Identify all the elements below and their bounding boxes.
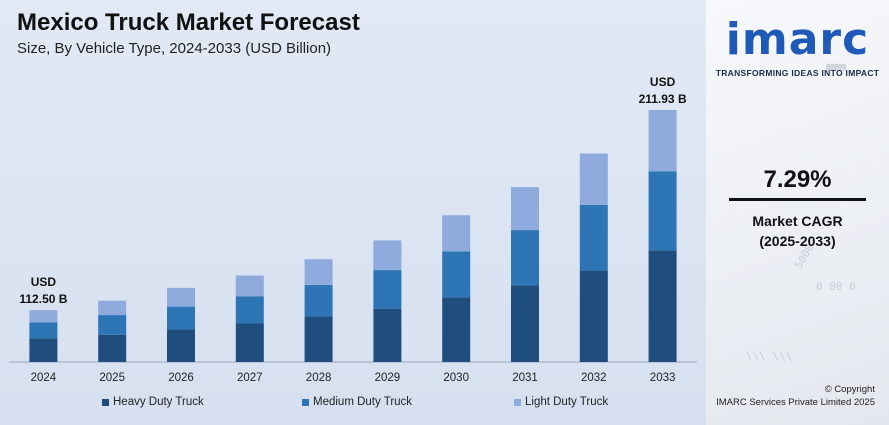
bar-segment-2028-0 xyxy=(304,316,333,362)
bar-segment-2025-2 xyxy=(98,300,127,316)
bar-segment-2025-1 xyxy=(98,315,127,335)
data-label-2033: USD xyxy=(650,75,676,89)
bar-segment-2024-1 xyxy=(29,322,58,339)
bar-segment-2029-0 xyxy=(373,308,402,362)
legend-label-light: Light Duty Truck xyxy=(525,396,609,408)
bar-segment-2028-1 xyxy=(304,284,333,317)
bar-segment-2025-0 xyxy=(98,334,127,362)
bar-segment-2030-0 xyxy=(442,297,471,362)
x-tick-label: 2028 xyxy=(306,372,332,384)
background-decoration: \\\ \\\ xyxy=(746,350,793,363)
legend-item-medium: Medium Duty Truck xyxy=(302,396,412,408)
legend-label-heavy: Heavy Duty Truck xyxy=(113,396,204,408)
bar-segment-2031-0 xyxy=(511,285,539,362)
logo-wordmark: imarc xyxy=(725,14,870,65)
bar-segment-2026-2 xyxy=(167,287,195,307)
bar-segment-2031-2 xyxy=(511,187,539,231)
side-panel: ▦▦▦ 5000 0 00 0 \\\ \\\ imarc TRANSFORMI… xyxy=(706,0,889,425)
cagr-block: 7.29% Market CAGR (2025-2033) xyxy=(706,166,889,251)
bar-segment-2024-2 xyxy=(29,310,58,323)
logo: imarc TRANSFORMING IDEAS INTO IMPACT xyxy=(706,14,889,78)
bar-segment-2027-1 xyxy=(235,296,264,324)
data-label-2024: USD xyxy=(31,275,57,289)
legend-swatch-medium xyxy=(302,398,309,406)
x-tick-label: 2031 xyxy=(512,372,538,384)
bar-segment-2026-0 xyxy=(167,329,195,362)
x-tick-label: 2025 xyxy=(99,372,125,384)
bar-chart: 2024 2025 2026 2027 2028 2029 2030 2031 2032 2033… xyxy=(9,75,697,384)
chart-legend: Heavy Duty Truck Medium Duty Truck Light… xyxy=(0,396,706,412)
copyright: © Copyright IMARC Services Private Limit… xyxy=(706,383,875,409)
copyright-line-2: IMARC Services Private Limited 2025 xyxy=(716,397,875,408)
legend-swatch-light xyxy=(514,398,521,406)
chart-panel: Mexico Truck Market Forecast Size, By Ve… xyxy=(0,0,706,425)
bar-segment-2027-0 xyxy=(235,323,264,362)
cagr-period: (2025-2033) xyxy=(759,233,836,249)
background-decoration: ▦▦▦ xyxy=(826,60,846,73)
legend-label-medium: Medium Duty Truck xyxy=(313,396,413,408)
bar-segment-2030-2 xyxy=(442,215,471,252)
chart-title: Mexico Truck Market Forecast xyxy=(17,9,360,36)
chart-subtitle: Size, By Vehicle Type, 2024-2033 (USD Bi… xyxy=(17,40,332,57)
x-tick-label: 2026 xyxy=(168,372,194,384)
background-decoration: 0 00 0 xyxy=(816,280,856,293)
bar-segment-2026-1 xyxy=(167,306,195,330)
data-label-2033: 211.93 B xyxy=(639,92,687,106)
bar-segment-2033-0 xyxy=(648,250,677,362)
cagr-value: 7.29% xyxy=(763,166,832,193)
bar-segment-2030-1 xyxy=(442,251,471,298)
x-tick-label: 2033 xyxy=(650,372,676,384)
cagr-divider xyxy=(729,198,866,201)
legend-swatch-heavy xyxy=(102,398,109,406)
logo-tagline: TRANSFORMING IDEAS INTO IMPACT xyxy=(715,68,880,78)
bar-segment-2031-1 xyxy=(511,230,539,286)
bar-segment-2032-1 xyxy=(579,204,608,271)
x-tick-label: 2024 xyxy=(31,372,57,384)
bar-segment-2027-2 xyxy=(235,275,264,297)
bar-segment-2033-2 xyxy=(648,110,677,172)
bar-segment-2032-2 xyxy=(579,153,608,205)
bar-segment-2032-0 xyxy=(579,270,608,362)
bar-segment-2024-0 xyxy=(29,338,58,362)
x-tick-label: 2032 xyxy=(581,372,607,384)
bar-segment-2029-2 xyxy=(373,240,402,271)
x-tick-label: 2029 xyxy=(375,372,401,384)
x-tick-label: 2030 xyxy=(443,372,469,384)
bar-segment-2033-1 xyxy=(648,171,677,251)
legend-item-light: Light Duty Truck xyxy=(514,396,608,408)
copyright-line-1: © Copyright xyxy=(824,384,875,395)
data-label-2024: 112.50 B xyxy=(19,292,67,306)
legend-item-heavy: Heavy Duty Truck xyxy=(102,396,204,408)
cagr-label: Market CAGR xyxy=(752,213,843,229)
bar-segment-2028-2 xyxy=(304,259,333,285)
x-tick-label: 2027 xyxy=(237,372,263,384)
bar-segment-2029-1 xyxy=(373,270,402,309)
